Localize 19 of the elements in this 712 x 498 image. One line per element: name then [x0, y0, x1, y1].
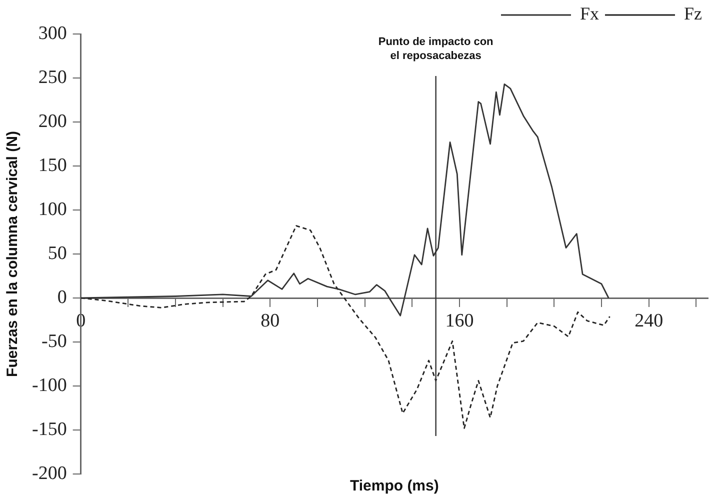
y-tick-label: -50 — [42, 330, 67, 352]
y-tick-label: 300 — [38, 22, 67, 44]
y-tick-label: 0 — [57, 286, 67, 308]
y-axis-title: Fuerzas en la columna cervical (N) — [4, 131, 22, 377]
y-tick-label: 250 — [38, 66, 67, 88]
legend-label: Fx — [580, 4, 600, 24]
legend-label: Fz — [684, 4, 702, 24]
x-axis-title: Tiempo (ms) — [350, 478, 439, 495]
x-tick-label: 240 — [634, 310, 664, 332]
y-tick-label: 50 — [48, 242, 67, 264]
y-tick-label: -150 — [32, 418, 67, 440]
ref-line-label: Punto de impacto con el reposacabezas — [378, 36, 494, 62]
y-tick-label: -100 — [32, 374, 67, 396]
x-tick-label: 80 — [260, 310, 280, 332]
y-tick-label: 150 — [38, 154, 67, 176]
y-tick-label: 100 — [38, 198, 67, 220]
y-tick-label: 200 — [38, 110, 67, 132]
x-tick-label: 160 — [445, 310, 474, 332]
y-tick-label: -200 — [32, 462, 67, 484]
